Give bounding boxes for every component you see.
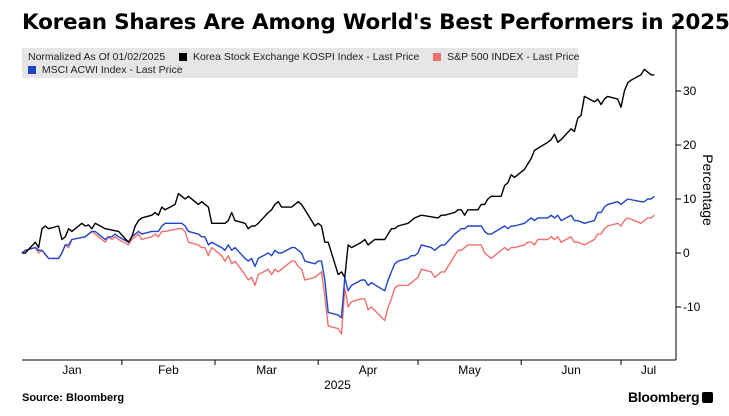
legend-swatch-msci xyxy=(28,66,36,75)
legend-swatch-sp500 xyxy=(433,53,442,62)
y-tick-label: 30 xyxy=(683,84,697,98)
y-tick-label: 0 xyxy=(683,246,690,260)
legend-label-msci: MSCI ACWI Index - Last Price xyxy=(41,64,183,77)
x-tick-label: Mar xyxy=(256,363,277,377)
x-tick-label: May xyxy=(458,363,481,377)
chart-series xyxy=(21,68,655,335)
x-tick-label: Jul xyxy=(641,363,656,377)
y-tick-label: 20 xyxy=(683,138,697,152)
chart-title: Korean Shares Are Among World's Best Per… xyxy=(22,10,729,35)
legend-row-1: Normalized As Of 01/02/2025 Korea Stock … xyxy=(28,51,579,63)
legend-row-2: MSCI ACWI Index - Last Price xyxy=(28,64,183,76)
bloomberg-logo: Bloomberg xyxy=(628,389,714,405)
bloomberg-terminal-icon xyxy=(702,392,714,403)
x-tick-label: Jan xyxy=(62,363,81,377)
source-note: Source: Bloomberg xyxy=(22,392,125,404)
x-tick-label: Feb xyxy=(158,363,179,377)
legend-label-kospi: Korea Stock Exchange KOSPI Index - Last … xyxy=(192,51,420,64)
msci-acwi-line xyxy=(21,195,655,319)
x-year-label: 2025 xyxy=(324,378,351,392)
y-axis-title: Percentage xyxy=(700,154,716,226)
kospi-line xyxy=(22,68,655,278)
legend-swatch-kospi xyxy=(179,53,188,62)
sp500-line xyxy=(21,214,655,335)
brand-name: Bloomberg xyxy=(628,389,700,405)
y-tick-label: 10 xyxy=(683,192,697,206)
chart-axes: -10 0 10 20 30 Percentage Jan Feb Mar Apr May Jun Ju… xyxy=(22,20,716,392)
chart-legend: Normalized As Of 01/02/2025 Korea Stock … xyxy=(22,48,579,78)
y-tick-label: -10 xyxy=(683,300,701,314)
x-tick-label: Jun xyxy=(561,363,580,377)
legend-normalized-note: Normalized As Of 01/02/2025 xyxy=(28,51,166,64)
x-tick-label: Apr xyxy=(359,363,378,377)
legend-label-sp500: S&P 500 INDEX - Last Price xyxy=(447,51,580,64)
